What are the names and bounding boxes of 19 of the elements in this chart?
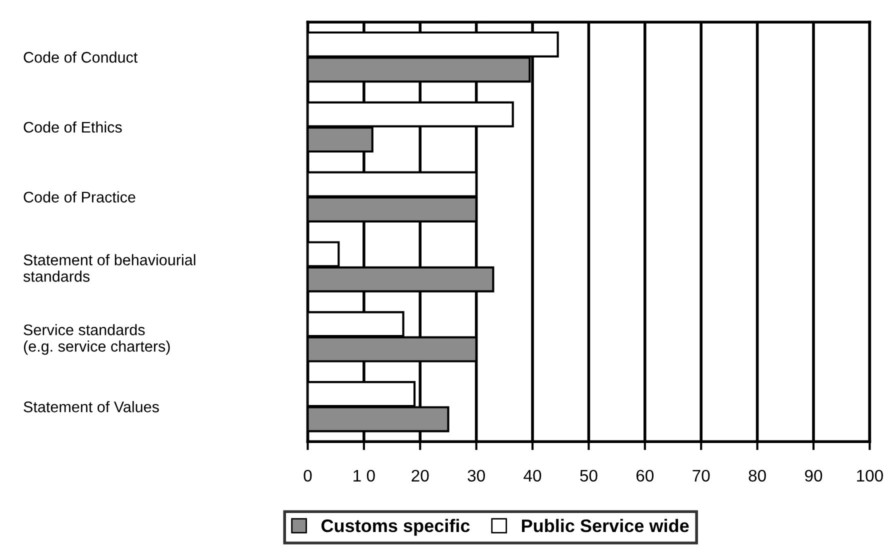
- x-tick-label: 50: [580, 470, 598, 482]
- y-tick-label: Service standards (e.g. service charters): [24, 324, 170, 355]
- x-tick-label: 20: [412, 470, 429, 482]
- x-tick-label: 1 0: [354, 470, 375, 482]
- x-tick-label: 40: [524, 470, 542, 482]
- x-tick-label: 0: [304, 470, 312, 482]
- x-tick-label: 30: [468, 470, 485, 482]
- x-tick-label: 80: [748, 470, 766, 482]
- y-tick-label: Code of Conduct: [24, 52, 138, 63]
- y-tick-label: Statement of Values: [24, 401, 159, 412]
- x-tick-label: 90: [805, 470, 822, 482]
- x-tick-label: 60: [636, 470, 654, 482]
- x-tick-label: 100: [857, 470, 883, 482]
- y-tick-label: Code of Practice: [24, 191, 136, 203]
- x-tick-label: 70: [692, 470, 710, 482]
- y-tick-label: Code of Ethics: [24, 121, 122, 133]
- legend-label: Public Service wide: [522, 518, 689, 532]
- legend-label: Customs specific: [321, 518, 470, 536]
- y-tick-label: Statement of behaviourial standards: [23, 254, 196, 282]
